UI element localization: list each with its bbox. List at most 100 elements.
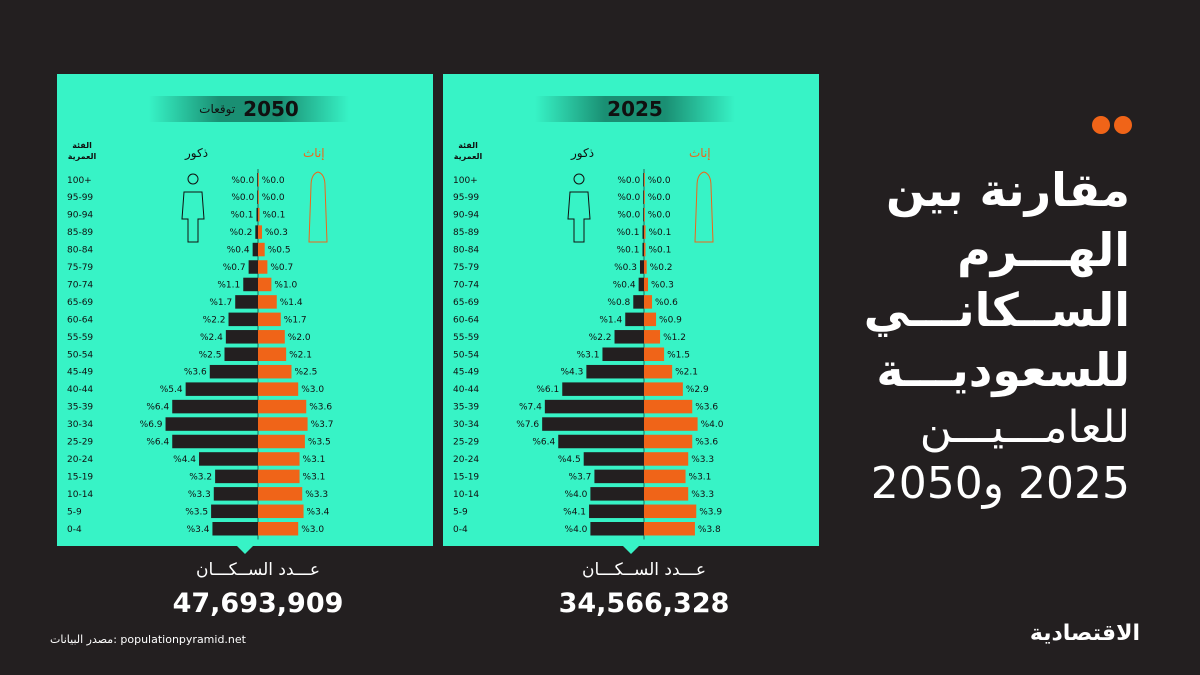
male-bar <box>215 469 258 484</box>
age-group-label: 20-24 <box>453 455 479 465</box>
female-value-label: %0.3 <box>651 280 674 290</box>
age-group-header: الفئة العمرية <box>67 141 97 161</box>
female-value-label: %3.1 <box>689 472 712 482</box>
female-bar <box>258 225 263 239</box>
male-value-label: %6.9 <box>140 420 163 430</box>
male-bar <box>257 190 258 204</box>
male-value-label: %3.4 <box>187 525 210 535</box>
age-group-label: 10-14 <box>67 490 93 500</box>
forecast-label: توقعات <box>199 102 236 116</box>
male-value-label: %6.4 <box>146 403 169 413</box>
male-bar <box>542 417 644 431</box>
female-value-label: %1.0 <box>274 280 297 290</box>
female-value-label: %3.7 <box>311 420 334 430</box>
male-value-label: %3.6 <box>184 368 207 378</box>
female-value-label: %3.5 <box>308 438 331 448</box>
female-value-label: %0.3 <box>265 228 288 238</box>
male-value-label: %3.1 <box>577 350 600 360</box>
age-group-label: 50-54 <box>453 350 479 360</box>
male-bar <box>625 312 644 327</box>
age-group-label: 60-64 <box>67 315 93 325</box>
male-bar <box>256 207 258 222</box>
female-value-label: %1.7 <box>284 315 307 325</box>
age-group-label: 80-84 <box>453 246 479 256</box>
female-bar <box>258 399 307 414</box>
age-group-label: 85-89 <box>67 228 93 238</box>
male-value-label: %0.0 <box>617 176 640 186</box>
male-value-label: %3.5 <box>185 507 208 517</box>
male-value-label: %7.6 <box>516 420 539 430</box>
male-value-label: %4.3 <box>561 368 584 378</box>
female-bar <box>644 225 646 239</box>
male-bar <box>165 417 258 431</box>
male-bar <box>243 277 258 292</box>
male-bar <box>209 364 258 379</box>
male-bar <box>594 469 644 484</box>
female-value-label: %3.6 <box>695 438 718 448</box>
male-person-icon <box>567 173 591 243</box>
age-group-label: 15-19 <box>453 472 479 482</box>
male-bar <box>544 399 644 414</box>
age-group-label: 15-19 <box>67 472 93 482</box>
female-bar <box>258 469 300 484</box>
female-value-label: %0.1 <box>649 246 672 256</box>
female-bar <box>644 207 645 222</box>
female-value-label: %3.3 <box>691 455 714 465</box>
female-bar <box>258 330 285 344</box>
headline-line-3: الســكانـــي <box>863 283 1130 337</box>
male-bar <box>643 173 644 187</box>
female-value-label: %3.4 <box>307 507 330 517</box>
male-value-label: %4.0 <box>565 490 588 500</box>
headline-line-2: الهـــرم <box>957 223 1130 277</box>
male-value-label: %0.0 <box>617 193 640 203</box>
female-value-label: %2.1 <box>675 368 698 378</box>
male-value-label: %0.1 <box>231 211 254 221</box>
male-value-label: %7.4 <box>519 403 542 413</box>
male-bar <box>633 295 644 309</box>
male-bar <box>248 260 258 274</box>
female-bar <box>258 260 268 274</box>
age-group-label: 35-39 <box>67 403 93 413</box>
female-value-label: %2.1 <box>289 350 312 360</box>
male-value-label: %4.0 <box>565 525 588 535</box>
male-bar <box>643 207 644 222</box>
age-group-label: 20-24 <box>67 455 93 465</box>
male-value-label: %0.1 <box>617 246 640 256</box>
age-group-label: 60-64 <box>453 315 479 325</box>
age-group-label: 55-59 <box>453 333 479 343</box>
male-value-label: %0.4 <box>227 246 250 256</box>
male-bar <box>638 277 644 292</box>
male-bar <box>562 382 644 396</box>
population-pyramid-2025: 100+ %0.0 %0.0 95-99 %0.0 %0.0 90-94 %0.0 %0.0 85… <box>453 169 724 540</box>
female-bar <box>258 364 292 379</box>
age-group-label: 5-9 <box>453 507 468 517</box>
female-bar <box>644 190 645 204</box>
panel-pointer <box>237 546 253 554</box>
age-group-label: 25-29 <box>453 438 479 448</box>
female-value-label: %1.2 <box>663 333 686 343</box>
age-group-label: 25-29 <box>67 438 93 448</box>
male-value-label: %4.1 <box>563 507 586 517</box>
male-bar <box>255 225 258 239</box>
female-value-label: %3.3 <box>305 490 328 500</box>
female-bar <box>644 434 693 449</box>
female-bar <box>258 417 308 431</box>
age-group-label: 35-39 <box>453 403 479 413</box>
age-group-label: 0-4 <box>453 525 468 535</box>
male-value-label: %5.4 <box>160 385 183 395</box>
female-bar <box>258 487 303 501</box>
male-person-icon <box>181 173 205 243</box>
male-value-label: %0.3 <box>614 263 637 273</box>
female-bar <box>258 382 299 396</box>
female-bar <box>258 295 277 309</box>
age-group-label: 95-99 <box>67 193 93 203</box>
female-value-label: %2.0 <box>288 333 311 343</box>
female-value-label: %3.6 <box>309 403 332 413</box>
female-bar <box>258 504 304 519</box>
male-value-label: %0.0 <box>617 211 640 221</box>
population-total-label-2050: عـــدد الســكـــان <box>195 560 320 580</box>
age-group-label: 95-99 <box>453 193 479 203</box>
female-bar <box>644 364 673 379</box>
male-bar <box>257 173 258 187</box>
males-label: ذكور <box>185 146 209 160</box>
